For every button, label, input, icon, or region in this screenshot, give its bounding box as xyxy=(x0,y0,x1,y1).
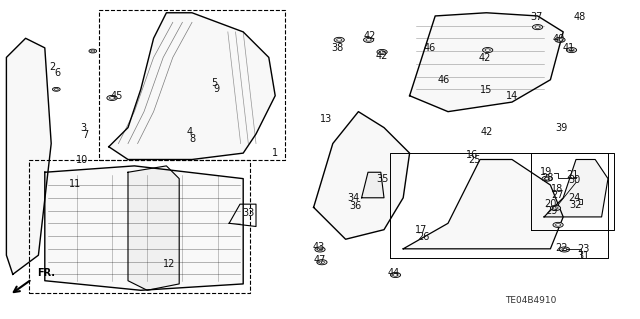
Circle shape xyxy=(89,49,97,53)
Text: 29: 29 xyxy=(545,205,557,216)
Text: 5: 5 xyxy=(211,78,218,88)
Text: 10: 10 xyxy=(76,155,88,165)
Text: 2: 2 xyxy=(49,62,56,72)
Circle shape xyxy=(532,25,543,30)
Text: 19: 19 xyxy=(540,167,552,177)
Text: 42: 42 xyxy=(375,51,388,61)
Polygon shape xyxy=(544,160,608,217)
Circle shape xyxy=(364,37,374,42)
Text: 33: 33 xyxy=(242,208,255,218)
Text: 16: 16 xyxy=(466,150,479,160)
Polygon shape xyxy=(6,38,51,274)
Text: 43: 43 xyxy=(312,242,325,252)
Polygon shape xyxy=(45,166,243,290)
Text: 48: 48 xyxy=(573,11,586,22)
Circle shape xyxy=(390,272,401,278)
Circle shape xyxy=(377,49,387,55)
Circle shape xyxy=(553,222,563,227)
Text: 4: 4 xyxy=(187,127,193,137)
Text: 1: 1 xyxy=(272,148,278,158)
Text: 46: 46 xyxy=(423,43,436,54)
Text: FR.: FR. xyxy=(37,268,55,278)
Polygon shape xyxy=(410,13,563,112)
Text: 25: 25 xyxy=(468,155,481,165)
Text: 41: 41 xyxy=(562,43,575,54)
Circle shape xyxy=(107,95,117,100)
Text: 32: 32 xyxy=(570,200,582,210)
Circle shape xyxy=(562,248,567,251)
Text: 30: 30 xyxy=(568,175,581,185)
Text: 20: 20 xyxy=(544,198,557,209)
Circle shape xyxy=(559,247,570,252)
Text: TE04B4910: TE04B4910 xyxy=(506,296,557,305)
Text: 6: 6 xyxy=(54,68,61,78)
Text: 45: 45 xyxy=(111,91,124,101)
Text: 27: 27 xyxy=(551,190,564,200)
Circle shape xyxy=(54,88,58,90)
Text: 8: 8 xyxy=(189,134,195,144)
Circle shape xyxy=(334,37,344,42)
Text: 38: 38 xyxy=(332,43,344,54)
Circle shape xyxy=(545,177,550,180)
Circle shape xyxy=(557,39,563,41)
Text: 28: 28 xyxy=(541,173,554,183)
Polygon shape xyxy=(362,172,384,198)
Circle shape xyxy=(542,176,552,181)
Text: 13: 13 xyxy=(320,114,333,124)
Text: 40: 40 xyxy=(552,34,565,44)
Text: 14: 14 xyxy=(506,91,518,101)
Text: 36: 36 xyxy=(349,201,362,211)
Circle shape xyxy=(317,260,327,265)
Text: 15: 15 xyxy=(480,85,493,95)
Text: 34: 34 xyxy=(348,193,360,204)
Circle shape xyxy=(366,39,371,41)
Circle shape xyxy=(91,50,95,52)
Circle shape xyxy=(556,224,561,226)
Text: 42: 42 xyxy=(480,127,493,137)
Text: 3: 3 xyxy=(80,122,86,133)
Polygon shape xyxy=(109,13,275,160)
Circle shape xyxy=(319,261,324,263)
Circle shape xyxy=(553,207,558,209)
Circle shape xyxy=(569,49,574,51)
Text: 21: 21 xyxy=(566,170,579,180)
Text: 47: 47 xyxy=(314,255,326,265)
Circle shape xyxy=(485,49,490,51)
Text: 22: 22 xyxy=(556,243,568,253)
Circle shape xyxy=(550,205,561,211)
Circle shape xyxy=(52,87,60,91)
Text: 24: 24 xyxy=(568,193,581,204)
Circle shape xyxy=(317,248,323,251)
Text: 23: 23 xyxy=(577,244,590,255)
Text: 46: 46 xyxy=(437,75,450,85)
Text: 42: 42 xyxy=(479,53,492,63)
Text: 31: 31 xyxy=(577,251,590,261)
Polygon shape xyxy=(403,160,563,249)
Circle shape xyxy=(315,247,325,252)
Text: 11: 11 xyxy=(69,179,82,189)
Circle shape xyxy=(109,97,115,99)
Circle shape xyxy=(337,39,342,41)
Text: 9: 9 xyxy=(213,84,220,94)
Polygon shape xyxy=(128,166,179,290)
Text: 18: 18 xyxy=(550,184,563,194)
Text: 35: 35 xyxy=(376,174,389,184)
Circle shape xyxy=(555,37,565,42)
Circle shape xyxy=(566,48,577,53)
Circle shape xyxy=(483,48,493,53)
Polygon shape xyxy=(314,112,410,239)
Text: 44: 44 xyxy=(387,268,400,278)
Text: 37: 37 xyxy=(530,11,543,22)
Text: 39: 39 xyxy=(556,123,568,133)
Text: 42: 42 xyxy=(364,31,376,41)
Circle shape xyxy=(380,51,385,53)
Text: 7: 7 xyxy=(82,130,88,140)
Circle shape xyxy=(393,274,398,276)
Text: 12: 12 xyxy=(163,259,176,269)
Circle shape xyxy=(535,26,540,28)
Text: 17: 17 xyxy=(415,225,428,235)
Text: 26: 26 xyxy=(417,232,429,242)
